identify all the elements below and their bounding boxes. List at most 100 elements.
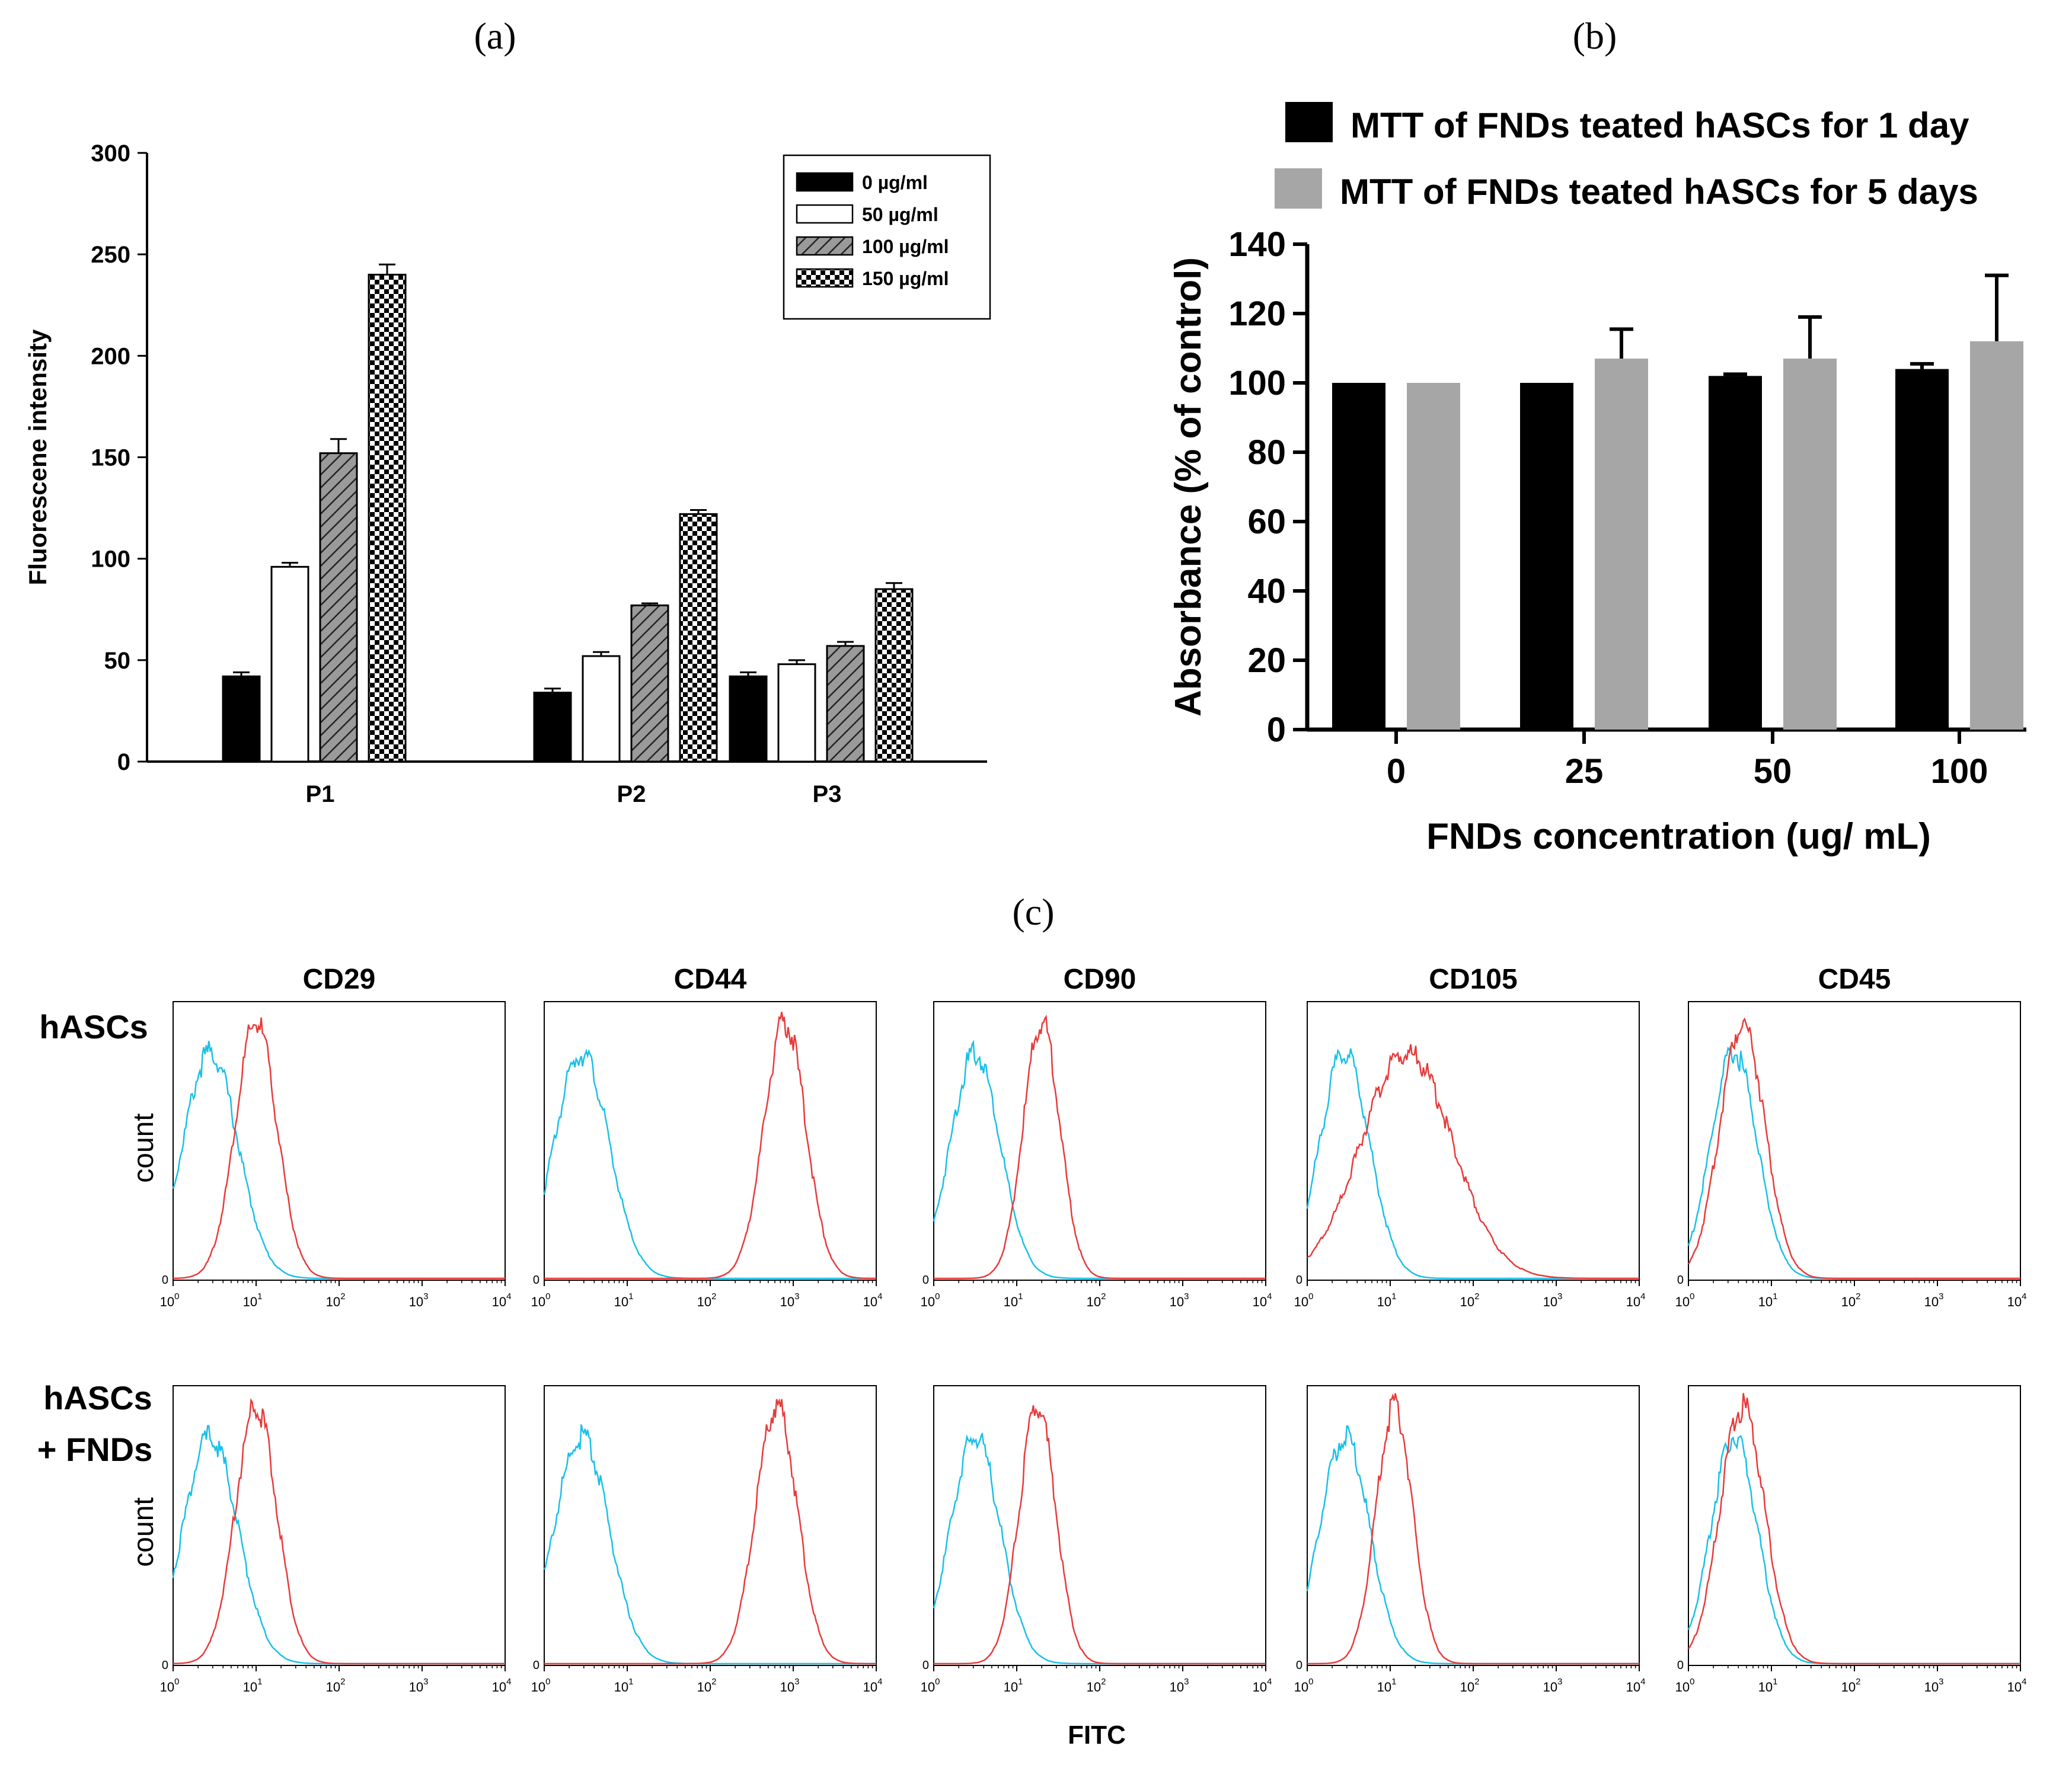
legend-swatch <box>796 204 854 224</box>
x-tick-exponent: 4 <box>506 1677 511 1687</box>
x-tick-exponent: 0 <box>174 1291 179 1302</box>
x-tick-label: P3 <box>813 781 842 807</box>
x-tick-label: 103 <box>1170 1291 1189 1309</box>
x-tick-exponent: 0 <box>174 1677 179 1687</box>
x-tick-exponent: 4 <box>877 1291 882 1302</box>
panel-a-label: (a) <box>474 15 516 57</box>
x-tick-label: 104 <box>863 1291 883 1309</box>
x-tick-exponent: 1 <box>257 1677 262 1687</box>
x-tick-label: 102 <box>1460 1677 1480 1694</box>
y-tick-label: 40 <box>1247 572 1286 610</box>
x-tick-exponent: 1 <box>1391 1677 1396 1687</box>
histogram-frame <box>1688 1385 2021 1666</box>
x-tick-exponent: 3 <box>794 1291 799 1302</box>
legend-label: MTT of FNDs teated hASCs for 1 day <box>1351 105 1969 145</box>
y-tick-label: 0 <box>1677 1659 1684 1672</box>
y-tick-label: 20 <box>1247 641 1286 680</box>
x-tick-label: 102 <box>1087 1291 1106 1309</box>
x-tick-label: 101 <box>243 1291 263 1309</box>
x-tick-exponent: 2 <box>1474 1677 1479 1687</box>
x-tick-label: 104 <box>2007 1291 2027 1309</box>
y-tick-label: 250 <box>91 242 130 268</box>
x-tick-exponent: 3 <box>1184 1677 1189 1687</box>
x-tick-exponent: 3 <box>423 1291 428 1302</box>
x-tick-label: 103 <box>1543 1677 1563 1694</box>
x-tick-exponent: 0 <box>1690 1291 1694 1302</box>
x-tick-exponent: 0 <box>1308 1677 1313 1687</box>
marker-stained-curve <box>934 1405 1266 1665</box>
legend-swatch <box>796 172 854 192</box>
y-tick-label: 0 <box>1677 1274 1684 1287</box>
x-tick-label: 101 <box>614 1291 634 1309</box>
x-tick-exponent: 2 <box>340 1677 345 1687</box>
x-tick-exponent: 3 <box>1557 1677 1562 1687</box>
histogram-frame <box>173 1385 506 1666</box>
marker-stained-curve <box>1687 1017 2020 1280</box>
x-tick-label: 0 <box>1387 752 1406 791</box>
x-tick-label: 102 <box>697 1291 717 1309</box>
x-tick-exponent: 2 <box>711 1291 716 1302</box>
x-tick-exponent: 1 <box>1018 1291 1023 1302</box>
x-tick-exponent: 4 <box>1640 1677 1645 1687</box>
x-tick-label: 104 <box>1626 1677 1646 1694</box>
x-tick-exponent: 0 <box>1308 1291 1313 1302</box>
bar <box>777 663 816 763</box>
x-tick-label: 100 <box>531 1677 551 1694</box>
x-tick-exponent: 1 <box>628 1291 633 1302</box>
x-tick-exponent: 2 <box>1474 1291 1479 1302</box>
legend-swatch <box>1285 102 1333 142</box>
x-tick-label: 100 <box>1931 752 1988 791</box>
x-tick-exponent: 4 <box>1640 1291 1645 1302</box>
x-tick-exponent: 4 <box>506 1291 511 1302</box>
y-tick-label: 0 <box>1296 1659 1302 1672</box>
x-tick-exponent: 1 <box>1773 1677 1777 1687</box>
column-header: CD44 <box>674 964 747 995</box>
y-tick-label: 120 <box>1228 295 1286 333</box>
x-tick-exponent: 4 <box>1267 1677 1272 1687</box>
row-label: hASCs <box>43 1379 152 1417</box>
x-tick-exponent: 2 <box>1101 1677 1106 1687</box>
x-tick-label: P2 <box>617 781 646 807</box>
marker-stained-curve <box>1307 1044 1639 1280</box>
x-tick-label: 102 <box>326 1291 346 1309</box>
x-tick-exponent: 2 <box>1856 1291 1860 1302</box>
y-tick-label: 200 <box>91 343 130 369</box>
bar <box>1895 369 1949 730</box>
y-axis-label: count <box>128 1497 159 1566</box>
y-tick-label: 100 <box>1228 364 1286 402</box>
histogram-frame <box>1307 1385 1640 1666</box>
bar <box>630 604 669 763</box>
x-tick-exponent: 0 <box>1690 1677 1694 1687</box>
x-tick-label: 104 <box>2007 1677 2027 1694</box>
x-tick-exponent: 3 <box>1939 1291 1943 1302</box>
x-tick-exponent: 3 <box>1557 1291 1562 1302</box>
x-tick-label: 101 <box>614 1677 634 1694</box>
legend-label: 150 µg/ml <box>862 268 949 289</box>
column-header: CD90 <box>1064 964 1136 995</box>
y-tick-label: 100 <box>91 546 130 573</box>
x-tick-label: 25 <box>1565 752 1604 791</box>
y-axis-label: count <box>128 1113 159 1182</box>
x-tick-exponent: 2 <box>340 1291 345 1302</box>
x-tick-label: 50 <box>1754 752 1792 791</box>
x-axis-label: FITC <box>1068 1721 1126 1750</box>
x-tick-exponent: 0 <box>935 1677 940 1687</box>
y-tick-label: 60 <box>1247 503 1286 541</box>
x-tick-label: 104 <box>1253 1677 1272 1694</box>
x-tick-label: 103 <box>1924 1677 1944 1694</box>
y-tick-label: 0 <box>533 1659 539 1672</box>
x-tick-exponent: 4 <box>1267 1291 1272 1302</box>
x-tick-exponent: 2 <box>1101 1291 1106 1302</box>
isotype-control-curve <box>543 1424 876 1665</box>
x-tick-label: 101 <box>1758 1677 1778 1694</box>
x-axis-label: FNDs concentration (ug/ mL) <box>1426 816 1931 857</box>
panel-b-label: (b) <box>1573 15 1617 57</box>
y-tick-label: 150 <box>91 445 130 471</box>
marker-stained-curve <box>1307 1393 1639 1665</box>
bar <box>582 655 621 763</box>
y-tick-label: 0 <box>1296 1274 1302 1287</box>
y-tick-label: 0 <box>922 1659 929 1672</box>
x-tick-label: 100 <box>921 1677 940 1694</box>
x-tick-exponent: 1 <box>1391 1291 1396 1302</box>
y-tick-label: 140 <box>1228 225 1286 264</box>
